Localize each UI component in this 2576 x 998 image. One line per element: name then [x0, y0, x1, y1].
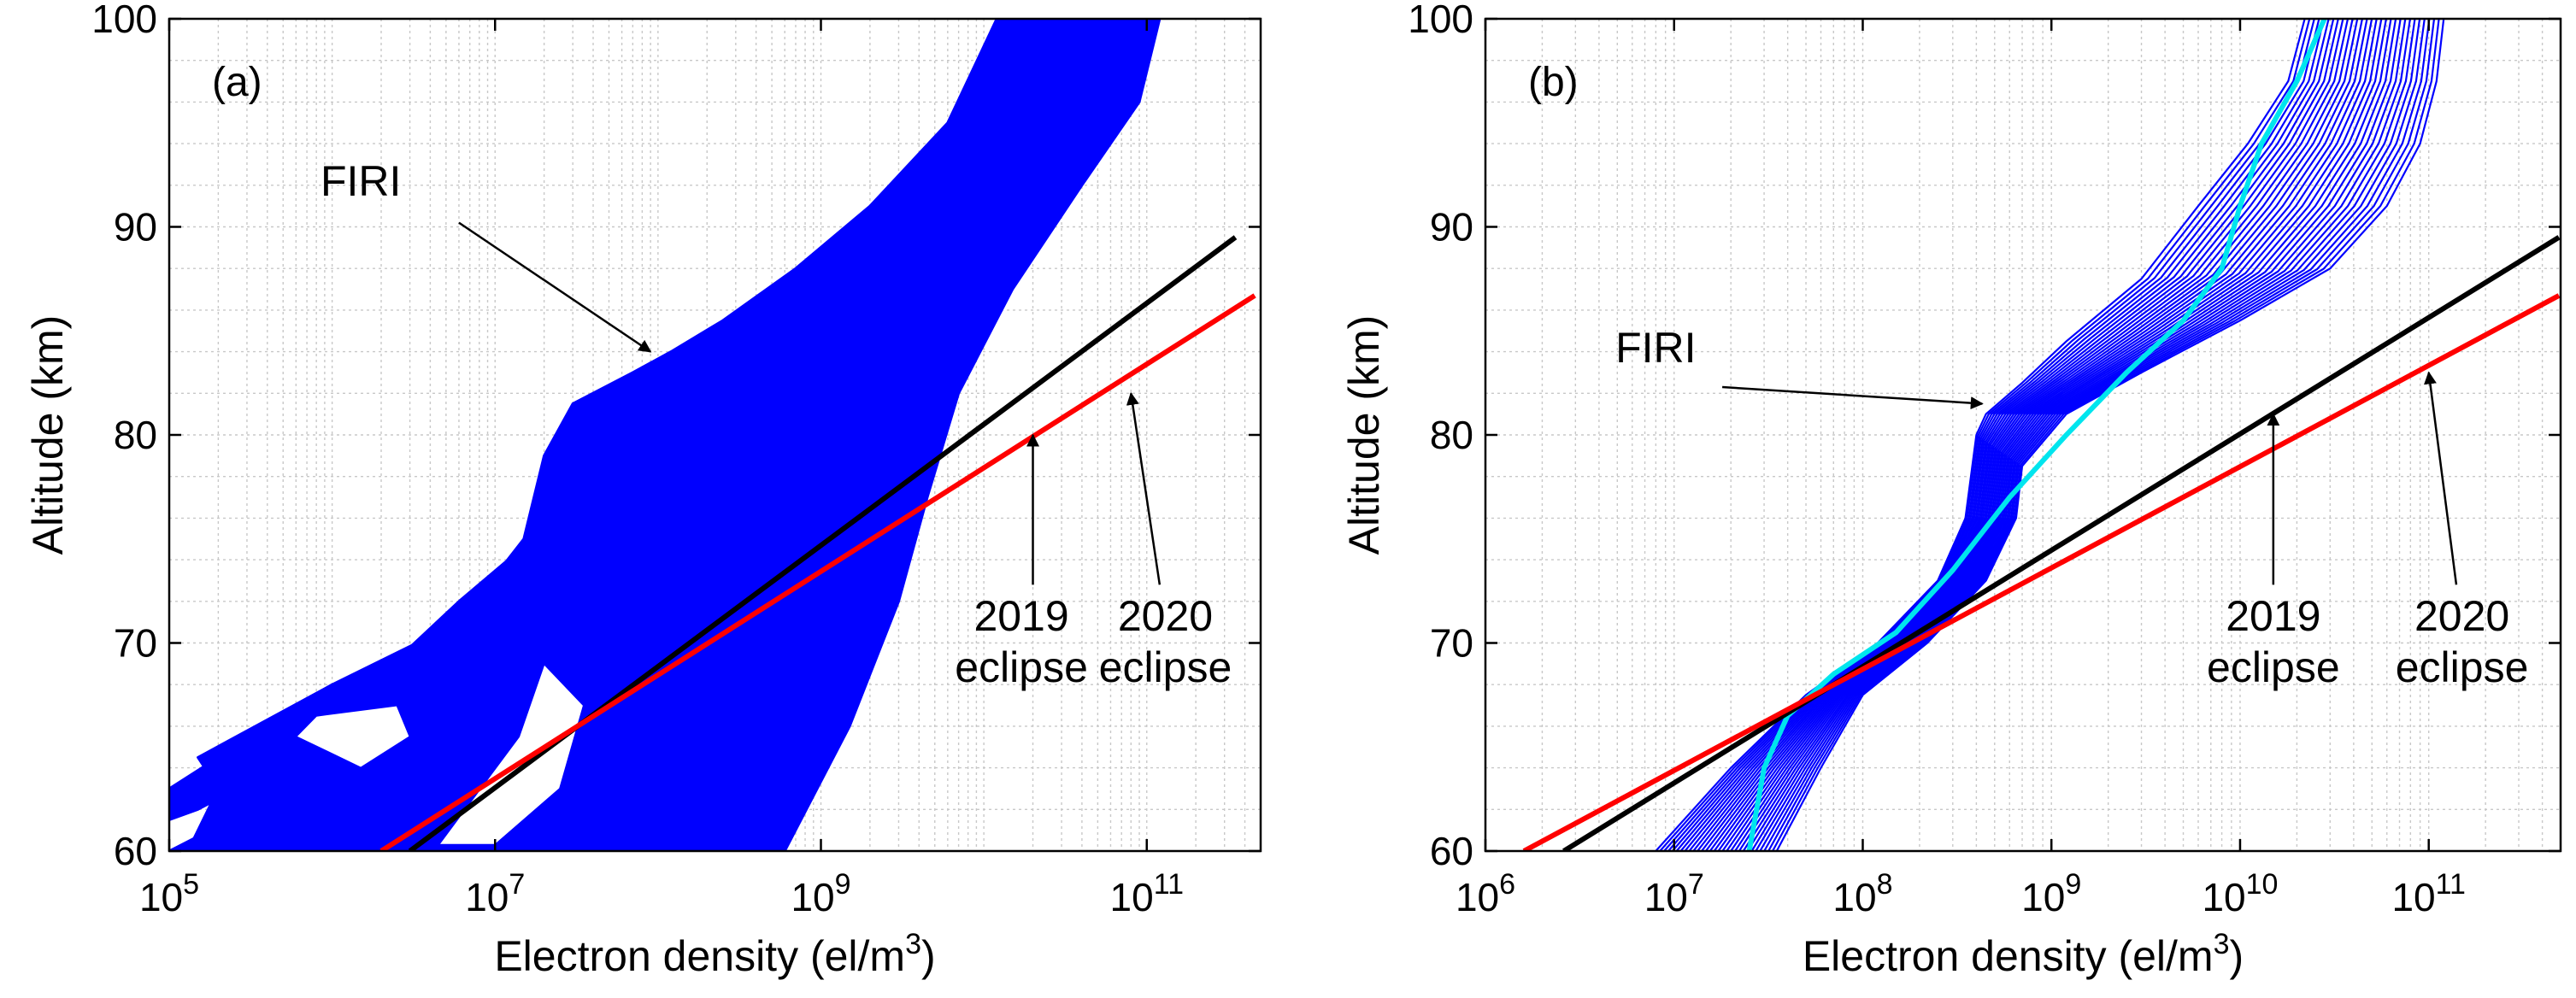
panel-b-firi-profile — [1726, 19, 2387, 851]
panel-b-firi-profile — [1721, 19, 2383, 851]
panel-b-firi-profile — [1763, 19, 2431, 851]
panel-b-x-tick-label: 107 — [1644, 868, 1704, 919]
panel-a-line-eclipse-2019 — [408, 235, 1238, 851]
panel-a-y-tick-label: 60 — [114, 829, 157, 873]
panel-b-annotation-arrow — [1722, 385, 1984, 410]
panel-b-y-tick-label: 70 — [1430, 621, 1473, 666]
panel-b-annotation-text: FIRI — [1615, 324, 1696, 372]
panel-b-annotation-firi: FIRI — [1615, 324, 1984, 410]
panel-b-annotation-text: 2019 — [2226, 592, 2320, 640]
panel-a-x-tick-label: 1011 — [1110, 868, 1184, 919]
panel-a-annotation-text: eclipse — [1099, 643, 1232, 691]
panel-b-annotation-arrow — [2424, 371, 2458, 585]
panel-b-x-tick-label: 109 — [2021, 868, 2081, 919]
panel-b-ticks — [1484, 17, 2561, 853]
panel-b-firi-profile — [1675, 19, 2330, 851]
panel-b-annotation-text: 2020 — [2414, 592, 2509, 640]
panel-b-firi-profile — [1709, 19, 2368, 851]
panel-a-annotation-text: eclipse — [955, 643, 1088, 691]
panel-b-firi-profile — [1759, 19, 2426, 851]
panel-a-line-eclipse-2020 — [379, 293, 1256, 851]
panel-b-x-tick-label: 1011 — [2391, 868, 2465, 919]
panel-b-firi-profile — [1755, 19, 2421, 851]
panel-a-x-tick-label: 109 — [791, 868, 850, 919]
panel-a-annotation-text: 2020 — [1118, 592, 1213, 640]
panel-a-x-axis-label: Electron density (el/m3) — [494, 928, 935, 980]
panel-b-x-axis-label: Electron density (el/m3) — [1803, 928, 2244, 980]
panel-a-annotation-text: FIRI — [321, 157, 401, 205]
panel-a-firi-gap — [294, 704, 411, 769]
panel-b-annotation-text: eclipse — [2207, 643, 2340, 691]
panel-b-firi-profile — [1738, 19, 2402, 851]
panel-b-y-axis-label: Altitude (km) — [1340, 315, 1388, 555]
panel-b-x-tick-label: 108 — [1832, 868, 1892, 919]
panel-b-firi-profile — [1767, 19, 2436, 851]
panel-b-y-tick-label: 90 — [1430, 205, 1473, 250]
panel-b-series — [1522, 19, 2561, 851]
panel-b-firi-profile — [1734, 19, 2397, 851]
panel-b-firi-profile — [1667, 19, 2320, 851]
panel-a-x-tick-label: 107 — [465, 868, 525, 919]
panel-a-x-tick-label: 105 — [139, 868, 199, 919]
panel-b-firi-profile — [1750, 19, 2416, 851]
panel-a-annotation-text: 2019 — [973, 592, 1068, 640]
panel-b-firi-profile — [1742, 19, 2407, 851]
panel-a-annotation-arrow — [1126, 391, 1162, 585]
panel-b-line-eclipse-2019 — [1562, 235, 2561, 851]
panel-b-firi-profile — [1772, 19, 2440, 851]
panel-b-firi-profile — [1746, 19, 2411, 851]
panel-b-firi-profile — [1717, 19, 2378, 851]
panel-b-firi-profile — [1713, 19, 2373, 851]
panel-b-x-tick-label: 1010 — [2202, 868, 2278, 919]
panel-b-firi-profile — [1775, 19, 2445, 851]
panel-a-y-tick-label: 100 — [91, 0, 157, 41]
panel-a-y-tick-label: 80 — [114, 413, 157, 457]
panel-b-y-tick-label: 60 — [1430, 829, 1473, 873]
panel-b-x-tick-label: 106 — [1456, 868, 1515, 919]
panel-a-series — [169, 19, 1256, 851]
panel-a-chart: 105 107 109 1011 60 70 80 90 100 Electron density… — [24, 0, 1262, 980]
panel-b-annotation-text: eclipse — [2396, 643, 2529, 691]
panel-a-annotation-arrow — [458, 221, 652, 353]
panel-b-panel-label: (b) — [1528, 60, 1579, 105]
panel-b-y-tick-label: 100 — [1408, 0, 1473, 41]
panel-a-ticks — [168, 17, 1261, 853]
panel-b-firi-profile — [1663, 19, 2315, 851]
panel-a-y-tick-label: 70 — [114, 621, 157, 666]
panel-b-chart: 106 107 108 109 1010 1011 60 70 80 90 100 Electron … — [1340, 0, 2562, 980]
panel-b-firi-profile — [1730, 19, 2392, 851]
panel-a-y-axis-label: Altitude (km) — [24, 315, 72, 555]
panel-a-y-tick-label: 90 — [114, 205, 157, 250]
panel-b-grid — [1485, 18, 2561, 852]
panel-b-line-eclipse-2020 — [1522, 293, 2561, 851]
panel-a-annotation-firi: FIRI — [321, 157, 652, 353]
panel-a-panel-label: (a) — [212, 60, 262, 105]
panel-b-y-tick-label: 80 — [1430, 413, 1473, 457]
